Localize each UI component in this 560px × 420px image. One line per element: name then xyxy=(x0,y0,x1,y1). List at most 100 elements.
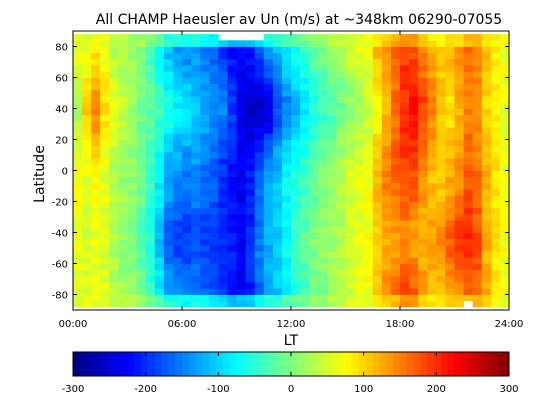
heatmap-cell xyxy=(154,108,165,116)
heatmap-cell xyxy=(109,71,119,78)
heatmap-cell xyxy=(163,244,174,252)
heatmap-cell xyxy=(445,263,455,271)
heatmap-cell xyxy=(172,275,183,283)
x-tick-label: 00:00 xyxy=(59,319,88,330)
heatmap-cell xyxy=(209,71,219,78)
heatmap-cell xyxy=(381,288,392,295)
heatmap-cell xyxy=(200,263,210,271)
heatmap-cell xyxy=(154,120,165,128)
heatmap-cell xyxy=(100,263,110,271)
heatmap-cell xyxy=(118,83,128,91)
heatmap-cell xyxy=(91,77,101,85)
heatmap-cell xyxy=(490,176,501,184)
colorbar-swatch xyxy=(331,352,340,376)
heatmap-cell xyxy=(100,189,110,196)
heatmap-cell xyxy=(172,300,183,308)
heatmap-cell xyxy=(91,238,101,246)
heatmap-cell xyxy=(281,182,292,190)
heatmap-cell xyxy=(454,201,464,209)
heatmap-cell xyxy=(227,46,237,54)
heatmap-cell xyxy=(200,34,210,41)
heatmap-cell xyxy=(318,176,328,184)
heatmap-cell xyxy=(400,288,410,295)
heatmap-cell xyxy=(499,251,510,258)
colorbar-swatch xyxy=(406,352,415,376)
heatmap-cell xyxy=(73,120,83,128)
heatmap-cell xyxy=(100,139,110,147)
heatmap-cell xyxy=(218,145,228,153)
heatmap-cell xyxy=(418,263,428,271)
heatmap-cell xyxy=(354,114,365,122)
heatmap-cell xyxy=(454,226,464,233)
heatmap-cell xyxy=(263,213,274,221)
heatmap-cell xyxy=(100,46,110,54)
heatmap-cell xyxy=(300,176,310,184)
heatmap-cell xyxy=(163,77,174,85)
heatmap-cell xyxy=(300,213,310,221)
colorbar-swatch xyxy=(141,352,149,376)
heatmap-cell xyxy=(118,170,128,178)
colorbar-swatch xyxy=(440,352,449,376)
heatmap-cell xyxy=(490,195,501,202)
heatmap-cell xyxy=(263,108,274,116)
heatmap-cell xyxy=(318,170,328,178)
heatmap-cell xyxy=(254,145,265,153)
heatmap-cell xyxy=(272,213,283,221)
heatmap-cell xyxy=(409,34,419,41)
heatmap-cell xyxy=(418,114,428,122)
heatmap-cell xyxy=(127,263,137,271)
heatmap-cell xyxy=(418,127,428,134)
heatmap-cell xyxy=(436,96,446,103)
heatmap-cell xyxy=(400,46,410,54)
heatmap-cell xyxy=(272,158,283,165)
heatmap-cell xyxy=(281,226,292,233)
colorbar-swatch xyxy=(188,352,197,376)
heatmap-cell xyxy=(118,275,128,283)
heatmap-cell xyxy=(82,127,92,134)
heatmap-cell xyxy=(145,120,156,128)
heatmap-cell xyxy=(109,96,119,103)
heatmap-cell xyxy=(100,65,110,72)
heatmap-cell xyxy=(445,127,455,134)
heatmap-cell xyxy=(427,226,437,233)
heatmap-cell xyxy=(191,182,201,190)
heatmap-cell xyxy=(427,213,437,221)
heatmap-cell xyxy=(318,71,328,78)
heatmap-cell xyxy=(381,275,392,283)
heatmap-cell xyxy=(100,244,110,252)
colorbar-swatch xyxy=(107,352,115,376)
heatmap-cell xyxy=(418,294,428,302)
heatmap-cell xyxy=(363,108,374,116)
heatmap-cell xyxy=(100,220,110,227)
colorbar-swatch xyxy=(420,352,428,376)
heatmap-cell xyxy=(336,89,346,97)
heatmap-cell xyxy=(436,120,446,128)
heatmap-cell xyxy=(345,46,355,54)
heatmap-cell xyxy=(118,65,128,72)
heatmap-cell xyxy=(490,52,501,60)
colorbar-swatch xyxy=(474,352,483,376)
heatmap-cell xyxy=(172,282,183,289)
heatmap-cell xyxy=(145,300,156,308)
heatmap-cell xyxy=(381,201,392,209)
heatmap-cell xyxy=(209,139,219,147)
heatmap-cell xyxy=(272,164,283,171)
heatmap-cell xyxy=(472,176,483,184)
heatmap-cell xyxy=(191,71,201,78)
heatmap-cell xyxy=(363,34,374,41)
heatmap-cell xyxy=(318,195,328,202)
heatmap-cell xyxy=(236,114,246,122)
heatmap-cell xyxy=(254,52,265,60)
heatmap-cell xyxy=(336,65,346,72)
heatmap-cell xyxy=(227,58,237,66)
heatmap-cell xyxy=(191,65,201,72)
heatmap-cell xyxy=(136,207,147,215)
heatmap-cell xyxy=(118,226,128,233)
heatmap-cell xyxy=(445,294,455,302)
heatmap-cell xyxy=(209,226,219,233)
heatmap-cell xyxy=(109,145,119,153)
heatmap-cell xyxy=(345,213,355,221)
heatmap-cell xyxy=(481,170,492,178)
heatmap-cell xyxy=(291,145,301,153)
heatmap-cell xyxy=(200,220,210,227)
